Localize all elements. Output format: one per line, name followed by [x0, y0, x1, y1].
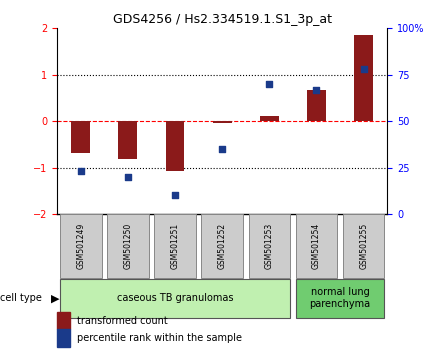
- Point: [172, 193, 179, 198]
- Bar: [307, 90, 326, 121]
- Point: [313, 87, 320, 92]
- Text: GSM501251: GSM501251: [171, 223, 180, 269]
- Bar: [296, 279, 385, 318]
- Point: [219, 146, 226, 152]
- Bar: [71, 121, 90, 153]
- Bar: [202, 214, 243, 278]
- Bar: [154, 214, 196, 278]
- Text: GSM501250: GSM501250: [123, 223, 132, 269]
- Bar: [60, 214, 102, 278]
- Text: cell type: cell type: [0, 293, 45, 303]
- Text: GSM501255: GSM501255: [359, 223, 368, 269]
- Bar: [118, 121, 137, 159]
- Bar: [343, 214, 385, 278]
- Bar: [260, 116, 279, 121]
- Text: transformed count: transformed count: [77, 316, 168, 326]
- Point: [77, 169, 84, 174]
- Text: GSM501253: GSM501253: [265, 223, 274, 269]
- Point: [360, 66, 367, 72]
- Text: percentile rank within the sample: percentile rank within the sample: [77, 333, 242, 343]
- Text: normal lung
parenchyma: normal lung parenchyma: [309, 287, 370, 309]
- Text: caseous TB granulomas: caseous TB granulomas: [117, 293, 233, 303]
- Title: GDS4256 / Hs2.334519.1.S1_3p_at: GDS4256 / Hs2.334519.1.S1_3p_at: [113, 13, 332, 26]
- Text: GSM501254: GSM501254: [312, 223, 321, 269]
- Point: [125, 174, 132, 180]
- Bar: [354, 35, 373, 121]
- Text: GSM501249: GSM501249: [76, 223, 85, 269]
- Bar: [107, 214, 149, 278]
- Point: [266, 81, 273, 87]
- Bar: [60, 279, 290, 318]
- Text: ▶: ▶: [51, 293, 59, 303]
- Bar: [165, 121, 184, 171]
- Bar: [296, 214, 337, 278]
- Bar: [249, 214, 290, 278]
- Bar: [213, 121, 231, 123]
- Text: GSM501252: GSM501252: [218, 223, 227, 269]
